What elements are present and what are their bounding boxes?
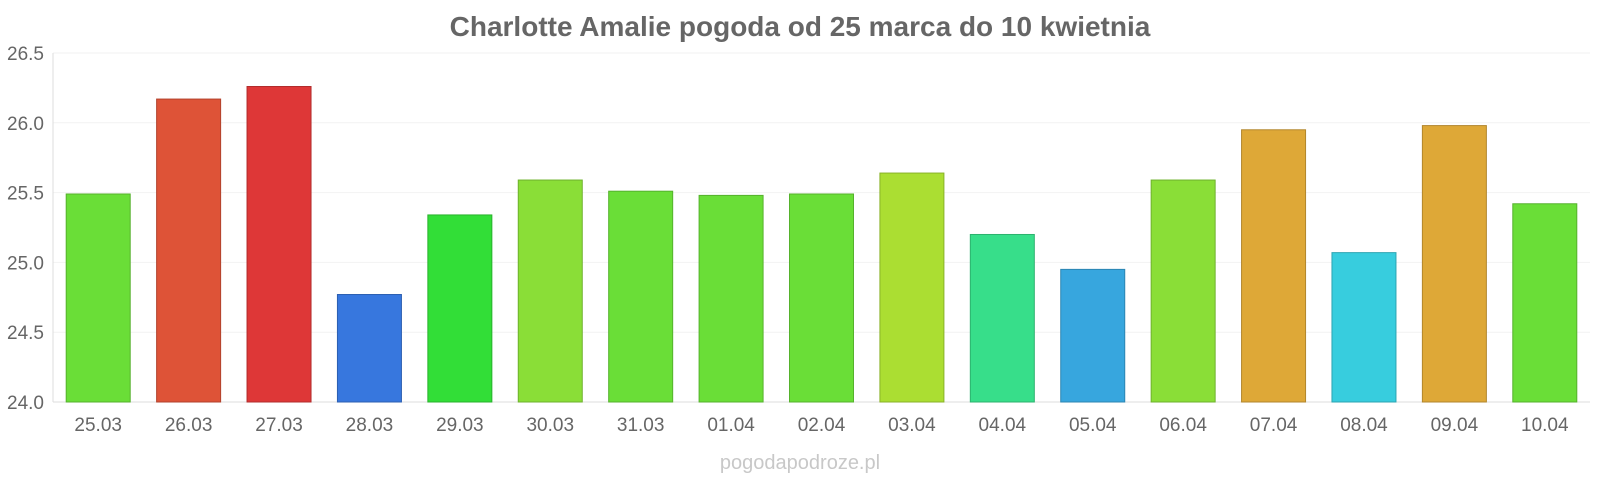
x-tick-label: 10.04 [1521,415,1569,436]
site-credit: pogodapodroze.pl [720,452,880,474]
x-tick-label: 26.03 [165,415,213,436]
x-tick-label: 29.03 [436,415,484,436]
bar-29.03 [427,214,493,403]
bar-27.03 [246,86,312,403]
x-tick-label: 07.04 [1250,415,1298,436]
bar-02.04 [789,193,854,403]
y-tick-label: 24.5 [7,323,44,344]
y-tick-label: 26.5 [7,44,44,65]
x-tick-label: 09.04 [1431,415,1479,436]
x-tick-label: 06.04 [1159,415,1207,436]
bars [65,86,1578,403]
bar-09.04 [1421,125,1487,403]
bar-01.04 [698,194,764,403]
x-tick-label: 31.03 [617,415,665,436]
x-tick-label: 03.04 [888,415,936,436]
bar-07.04 [1241,129,1307,403]
x-tick-label: 04.04 [979,415,1027,436]
bar-25.03 [65,193,131,403]
x-tick-label: 05.04 [1069,415,1117,436]
x-tick-label: 30.03 [526,415,574,436]
bar-06.04 [1150,179,1216,403]
x-tick-label: 02.04 [798,415,846,436]
y-tick-label: 24.0 [7,393,44,414]
x-tick-label: 25.03 [74,415,122,436]
bar-26.03 [156,98,222,403]
bar-10.04 [1512,203,1578,403]
y-tick-label: 26.0 [7,114,44,135]
bar-04.04 [969,233,1035,403]
y-tick-label: 25.0 [7,253,44,274]
x-tick-label: 01.04 [707,415,755,436]
x-tick-label: 28.03 [346,415,394,436]
x-tick-label: 08.04 [1340,415,1388,436]
x-tick-label: 27.03 [255,415,303,436]
y-tick-label: 25.5 [7,184,44,205]
chart-title: Charlotte Amalie pogoda od 25 marca do 1… [450,11,1151,42]
bar-28.03 [336,294,402,403]
bar-31.03 [608,190,674,403]
x-axis-tick-labels: 25.03 26.03 27.03 28.03 29.03 30.03 31.03 01.04… [74,415,1569,436]
bar-03.04 [879,172,945,403]
bar-05.04 [1060,268,1126,403]
bar-08.04 [1331,252,1397,403]
y-axis-tick-labels: 24.0 24.5 25.0 25.5 26.0 26.5 [7,44,44,414]
bar-30.03 [517,179,583,403]
